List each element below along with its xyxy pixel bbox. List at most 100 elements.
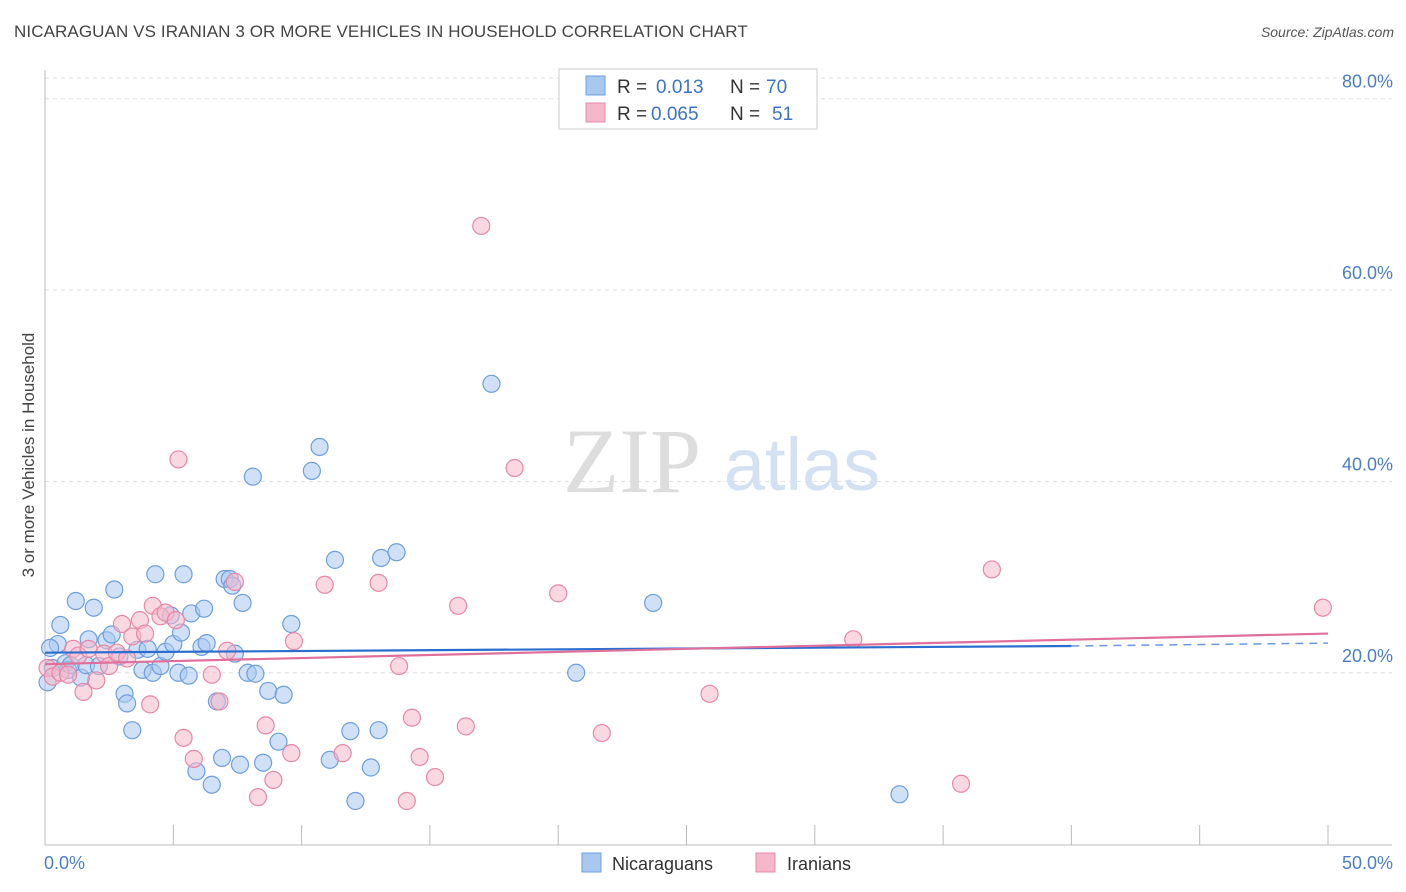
iranian-point-7 [79,639,98,658]
nicaraguan-point-62 [372,548,391,568]
y-axis-label: 3 or more Vehicles in Household [19,333,38,578]
iranian-point-51 [982,560,1001,579]
iranian-point-41 [425,767,445,787]
nicaraguan-point-55 [310,437,329,457]
bottom-legend-nicaraguans: Nicaraguans [612,854,713,874]
iranian-point-29 [248,788,268,807]
iranian-point-43 [456,717,475,736]
nicaraguan-point-57 [325,550,345,569]
nicaraguan-point-58 [341,722,360,741]
iranian-point-26 [210,692,229,711]
nicaraguan-point-30 [174,565,193,584]
legend-n-label-1: N = [730,77,760,98]
watermark-atlas: atlas [724,423,880,506]
iranian-point-39 [402,708,422,727]
nicaraguan-point-3 [51,615,70,635]
iranian-point-28 [225,572,244,591]
nicaraguan-point-21 [138,639,157,658]
y-tick-label-3: 80.0% [1342,72,1393,92]
nicaraguan-point-17 [118,694,137,713]
x-tick-marks [44,825,1329,845]
x-tick-label-max: 50.0% [1342,853,1393,873]
gridlines [45,77,1392,674]
iranian-point-52 [1313,598,1332,617]
y-tick-labels: 20.0% 40.0% 60.0% 80.0% [1342,72,1393,666]
iranian-point-23 [174,728,193,747]
iranian-point-33 [284,632,304,651]
nicaraguan-point-54 [302,461,321,480]
iranian-point-46 [549,584,568,603]
legend-n-value-2: 51 [772,104,793,125]
nicaraguan-trend-line [44,644,1072,654]
y-tick-label-2: 60.0% [1342,263,1393,283]
nicaraguan-point-39 [212,748,232,768]
nicaraguan-point-35 [194,599,214,618]
nicaraguan-point-59 [346,791,365,811]
nicaraguan-trend-extension [1071,642,1329,647]
legend-n-label-2: N = [730,104,760,125]
iranian-point-48 [700,684,719,703]
nicaraguan-point-64 [482,374,501,393]
iranian-point-45 [505,458,524,478]
chart-title: NICARAGUAN VS IRANIAN 3 OR MORE VEHICLES… [14,22,748,41]
y-tick-label-1: 40.0% [1342,454,1393,474]
iranian-point-38 [397,791,416,811]
nicaraguan-point-6 [66,591,85,611]
iranian-point-31 [264,770,283,790]
nicaraguan-point-67 [890,785,909,804]
legend-r-value-1: 0.013 [656,77,704,98]
nicaraguan-point-52 [274,685,293,704]
legend-r-value-2: 0.065 [651,104,699,125]
x-tick-label-min: 0.0% [44,853,85,873]
iranian-point-21 [166,611,185,630]
iranian-point-32 [282,744,301,763]
iranian-point-3 [58,665,78,684]
y-tick-label-0: 20.0% [1342,646,1393,666]
nicaraguan-point-48 [246,664,265,683]
legend-r-label-2: R = [617,104,647,125]
iranian-point-8 [87,671,106,690]
nicaraguan-point-68 [41,638,60,658]
iranian-point-34 [315,575,334,594]
legend-swatch-iranians [585,102,606,123]
nicaraguan-point-23 [146,565,165,584]
legend-n-value-1: 70 [766,77,787,98]
legend-swatch-nicaraguans [585,75,606,96]
trend-lines [44,632,1329,666]
nicaraguan-point-49 [254,753,273,772]
nicaraguan-point-61 [369,721,388,740]
nicaraguan-point-31 [179,666,198,685]
iranian-point-12 [112,614,132,634]
legend-box: R = 0.013 N = 70 R = 0.065 N = 51 [558,68,818,130]
iranian-point-42 [449,596,468,615]
nicaraguan-point-37 [202,775,221,794]
bottom-legend-swatch-nicaraguans [581,852,602,873]
nicaraguan-point-53 [282,614,301,634]
nicaraguan-point-45 [233,593,252,613]
nicaraguan-point-47 [243,467,262,486]
bottom-legend-swatch-iranians [755,852,776,873]
iranian-point-24 [184,749,203,768]
nicaraguan-point-65 [567,663,586,682]
iranian-point-35 [333,744,352,763]
nicaraguan-point-51 [269,732,288,751]
nicaraguan-point-44 [230,755,250,774]
legend-r-label-1: R = [617,77,647,98]
bottom-legend-iranians: Iranians [787,854,851,874]
nicaraguan-point-50 [259,681,278,701]
iranian-point-17 [141,695,160,714]
iranian-point-47 [592,723,611,743]
bottom-legend: Nicaraguans Iranians [581,852,851,874]
iranian-point-30 [256,716,275,735]
iranian-point-40 [410,747,429,767]
iranian-point-22 [169,450,188,469]
watermark-zip: ZIP [563,410,701,512]
iranian-point-37 [390,656,409,676]
nicaraguan-point-14 [105,580,124,599]
nicaraguan-point-63 [387,543,406,562]
iranian-point-16 [135,624,155,643]
nicaraguan-point-18 [123,721,142,740]
nicaraguan-point-36 [197,634,216,653]
chart-source: Source: ZipAtlas.com [1260,24,1394,40]
